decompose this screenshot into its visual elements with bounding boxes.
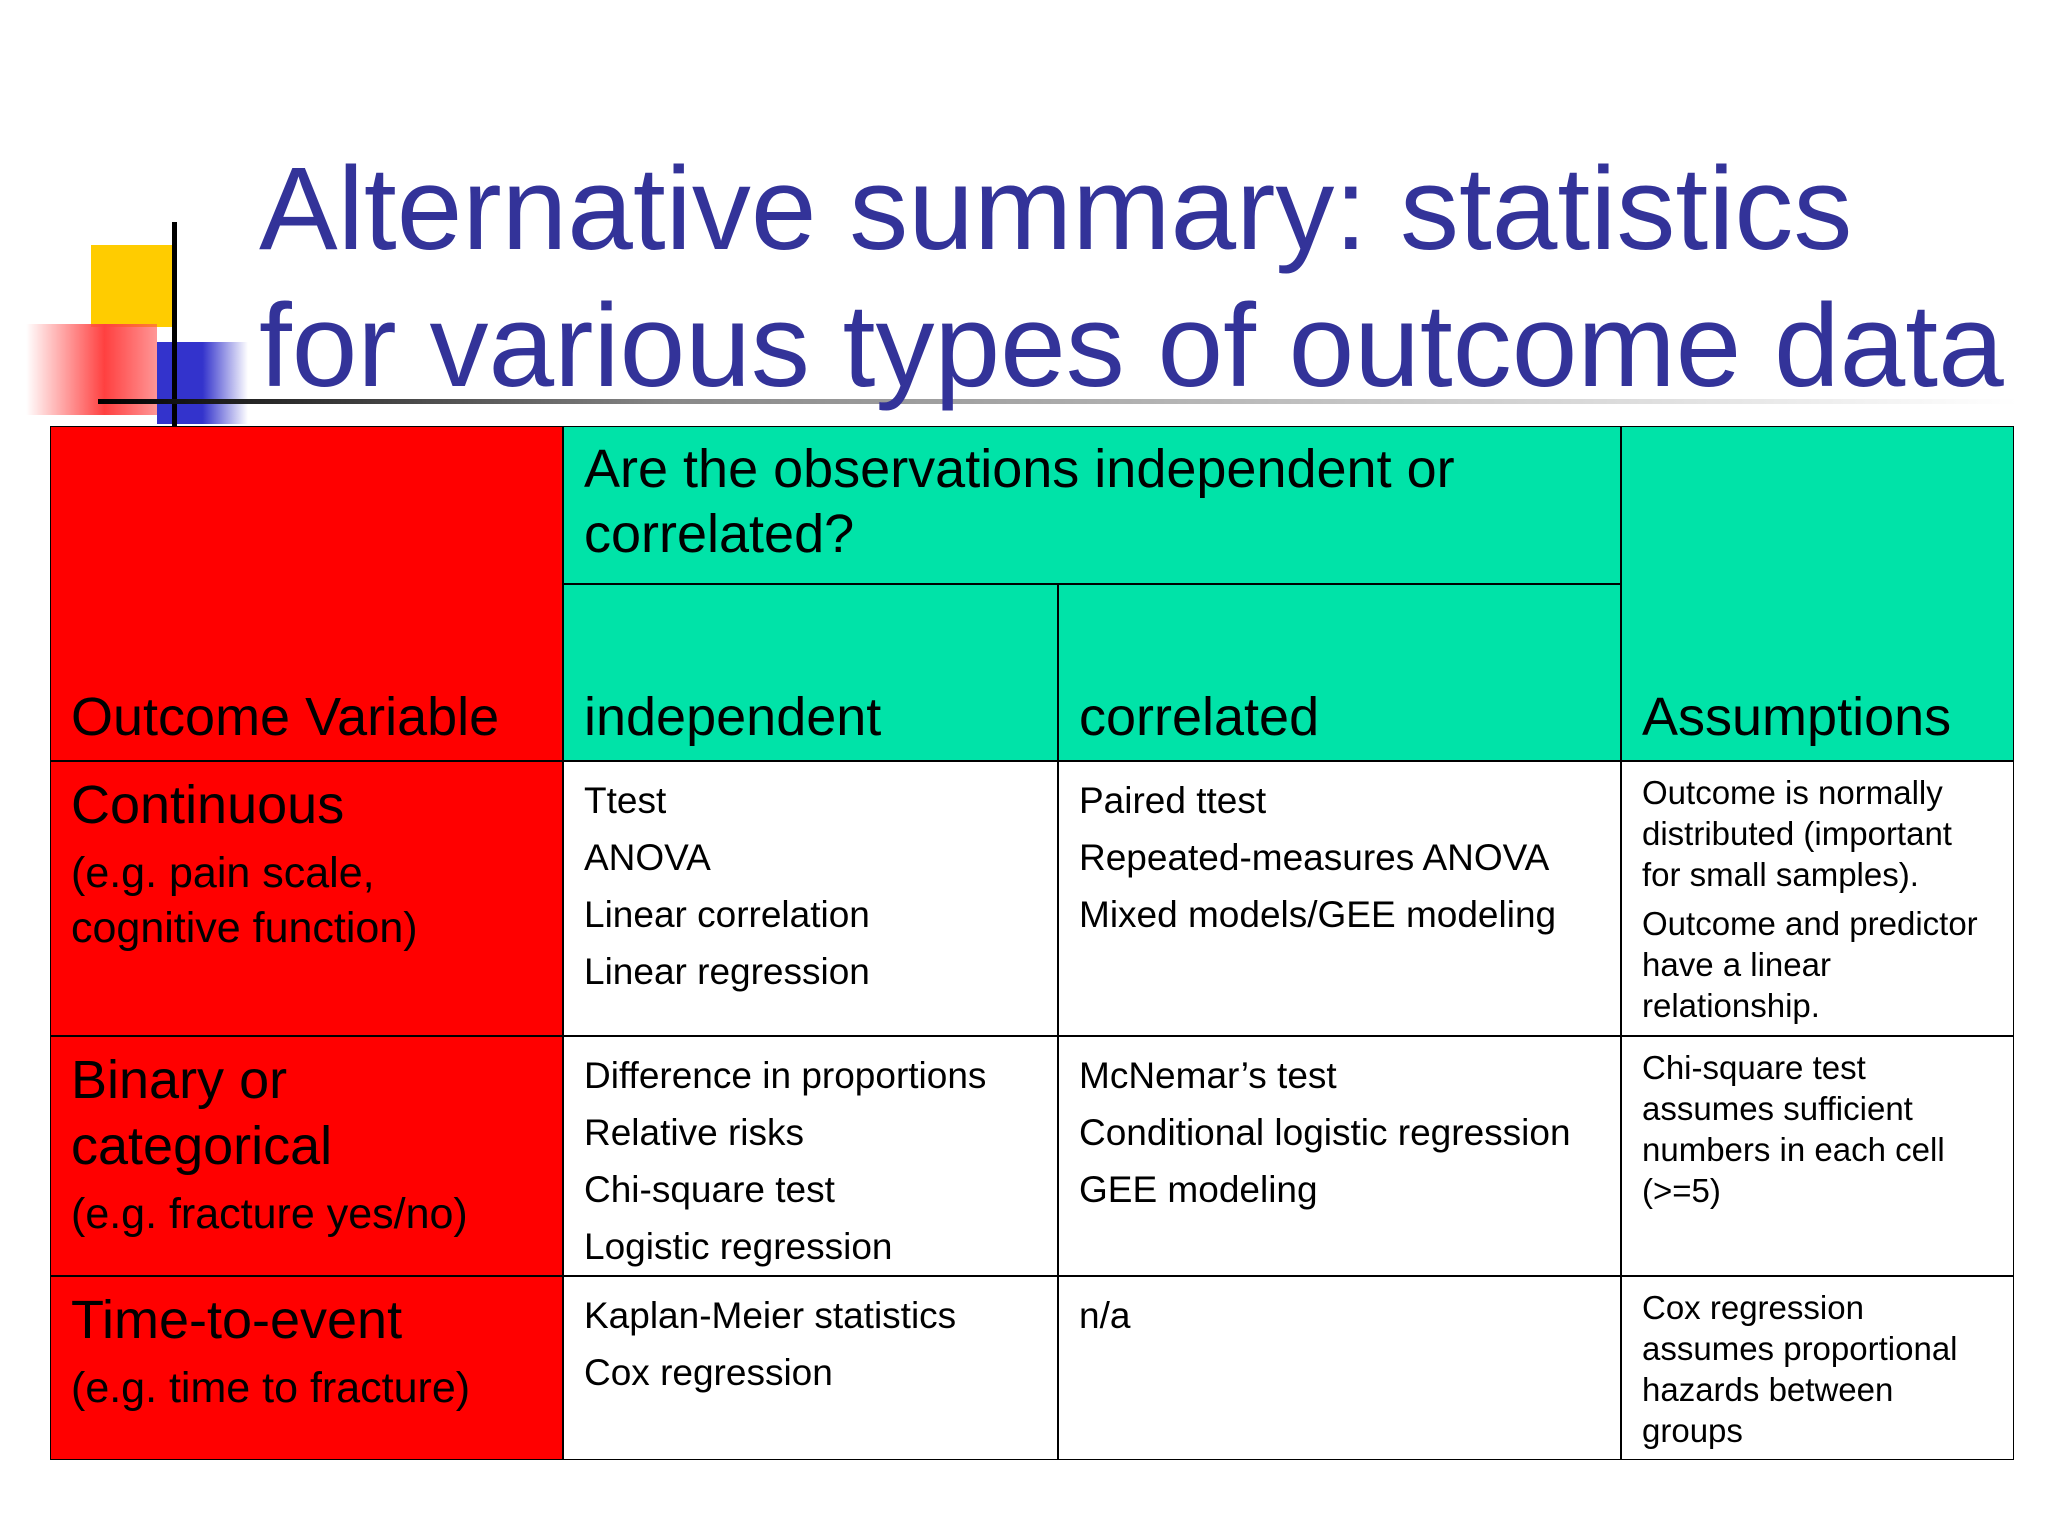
assumption: Chi-square test assumes sufficient numbe…	[1642, 1049, 1945, 1209]
outcome-cell: Binary or categorical (e.g. fracture yes/…	[50, 1036, 563, 1276]
method: Ttest	[584, 780, 667, 821]
method: Repeated-measures ANOVA	[1079, 837, 1550, 878]
header-text: independent	[584, 687, 882, 748]
method: Logistic regression	[584, 1226, 893, 1267]
header-cell: Assumptions	[1621, 426, 2014, 761]
method: Relative risks	[584, 1112, 804, 1153]
deco-vline	[172, 222, 177, 428]
assumption: Outcome is normally distributed (importa…	[1642, 774, 1952, 893]
outcome-name: Continuous	[71, 775, 345, 835]
title-line: Alternative summary: statistics	[259, 143, 1853, 275]
header-cell: correlated	[1058, 584, 1621, 761]
deco-yellow	[91, 245, 176, 327]
outcome-example: (e.g. time to fracture)	[71, 1364, 471, 1412]
header-text: Are the observations independent or corr…	[584, 439, 1455, 564]
assumption-cell: Chi-square test assumes sufficient numbe…	[1621, 1036, 2014, 1276]
header-text: Assumptions	[1642, 687, 1952, 748]
header-cell: Are the observations independent or corr…	[563, 426, 1621, 584]
header-text: correlated	[1079, 687, 1320, 748]
outcome-example: (e.g. pain scale, cognitive function)	[71, 849, 418, 952]
method: Conditional logistic regression	[1079, 1112, 1571, 1153]
outcome-example: (e.g. fracture yes/no)	[71, 1190, 468, 1238]
method: Mixed models/GEE modeling	[1079, 894, 1557, 935]
method: Paired ttest	[1079, 780, 1267, 821]
method-cell: Kaplan-Meier statistics Cox regression	[563, 1276, 1058, 1460]
method-cell: n/a	[1058, 1276, 1621, 1460]
method: Chi-square test	[584, 1169, 835, 1210]
assumption: Outcome and predictor have a linear rela…	[1642, 905, 1978, 1024]
method: Linear regression	[584, 951, 870, 992]
method: Kaplan-Meier statistics	[584, 1295, 957, 1336]
assumption-cell: Cox regression assumes proportional haza…	[1621, 1276, 2014, 1460]
outcome-name: Binary or categorical	[71, 1050, 333, 1176]
method: McNemar’s test	[1079, 1055, 1337, 1096]
method-cell: Paired ttest Repeated-measures ANOVA Mixed…	[1058, 761, 1621, 1036]
assumption-cell: Outcome is normally distributed (importa…	[1621, 761, 2014, 1036]
method: n/a	[1079, 1295, 1131, 1336]
method: Linear correlation	[584, 894, 870, 935]
outcome-cell: Time-to-event (e.g. time to fracture)	[50, 1276, 563, 1460]
method-cell: Ttest ANOVA Linear correlation Linear regre…	[563, 761, 1058, 1036]
outcome-name: Time-to-event	[71, 1290, 403, 1350]
method: ANOVA	[584, 837, 711, 878]
method: Difference in proportions	[584, 1055, 987, 1096]
assumption: Cox regression assumes proportional haza…	[1642, 1289, 1958, 1449]
title-line: for various types of outcome data	[259, 280, 2004, 412]
header-cell: independent	[563, 584, 1058, 761]
method: Cox regression	[584, 1352, 833, 1393]
deco-blue	[157, 342, 248, 424]
method-cell: Difference in proportions Relative risks C…	[563, 1036, 1058, 1276]
header-text: Outcome Variable	[71, 687, 500, 748]
method: GEE modeling	[1079, 1169, 1318, 1210]
method-cell: McNemar’s test Conditional logistic regre…	[1058, 1036, 1621, 1276]
header-cell: Outcome Variable	[50, 426, 563, 761]
outcome-cell: Continuous (e.g. pain scale, cognitive fu…	[50, 761, 563, 1036]
deco-hline	[98, 399, 2018, 404]
